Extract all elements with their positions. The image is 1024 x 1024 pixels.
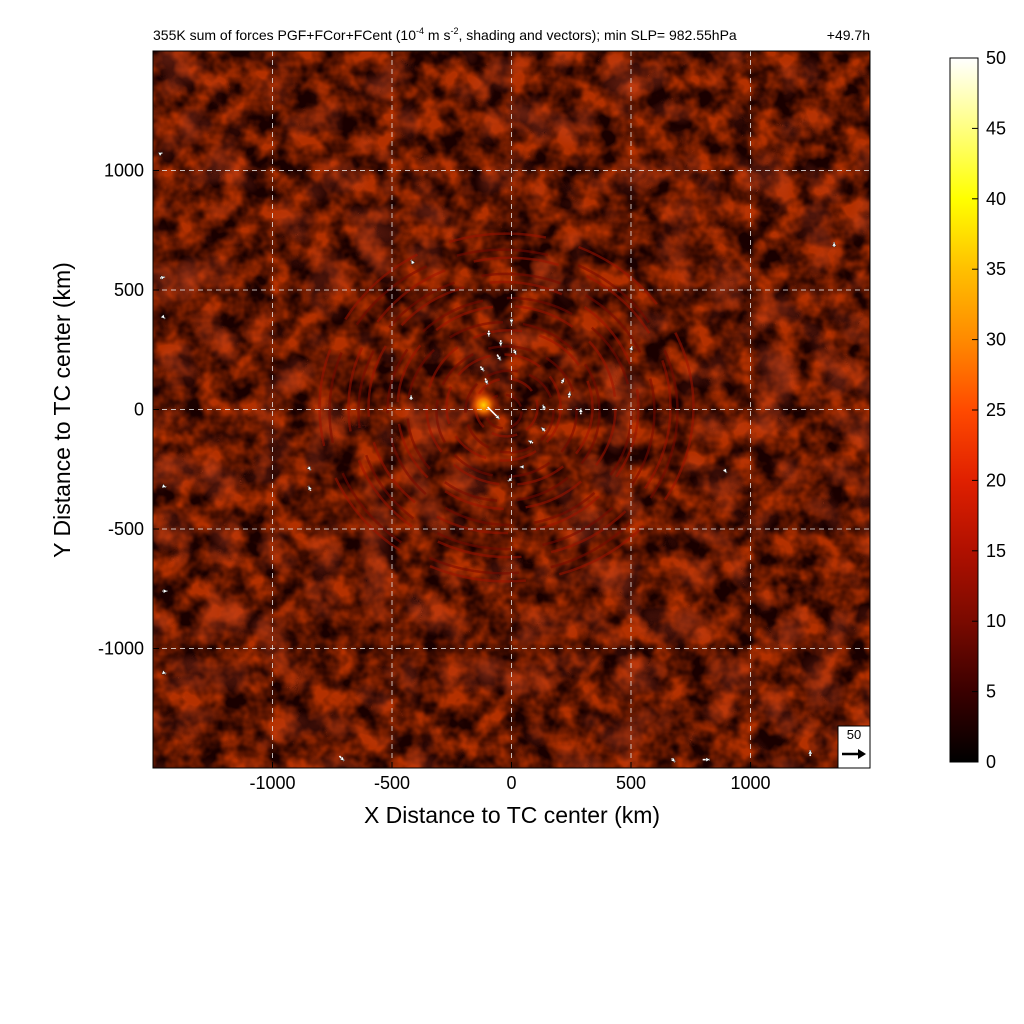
spiral-band [357, 272, 656, 551]
y-axis-label: Y Distance to TC center (km) [49, 262, 75, 558]
reference-vector: 50 [837, 725, 871, 769]
colorbar-tick-label: 50 [986, 48, 1006, 68]
x-tick-label: 0 [506, 773, 516, 793]
force-vector [560, 378, 565, 384]
spiral-band [464, 369, 555, 454]
colorbar-tick-label: 35 [986, 259, 1006, 279]
force-vector [306, 465, 312, 471]
y-tick-label: 500 [114, 280, 144, 300]
grid-lines [153, 51, 870, 768]
force-vector [338, 755, 345, 762]
force-vector [483, 378, 489, 385]
spiral-band [396, 304, 617, 511]
force-vector [566, 391, 572, 398]
colorbar-tick-label: 15 [986, 541, 1006, 561]
y-tick-label: 1000 [104, 161, 144, 181]
spiral-band [367, 280, 640, 535]
x-tick-label: -500 [374, 773, 410, 793]
colorbar-tick-label: 45 [986, 118, 1006, 138]
force-vector [162, 588, 168, 594]
force-vector [408, 394, 414, 400]
time-label: +49.7h [827, 27, 870, 43]
force-vector [831, 241, 837, 247]
force-vector [541, 404, 547, 410]
force-vector [496, 354, 502, 361]
y-tick-label: -1000 [98, 639, 144, 659]
force-vector [307, 485, 313, 492]
colorbar-tick-label: 25 [986, 400, 1006, 420]
cyclone-spiral-bands [318, 232, 695, 583]
force-vector [507, 476, 513, 482]
force-vector [722, 468, 728, 474]
force-vector [157, 151, 163, 157]
x-tick-label: -1000 [249, 773, 295, 793]
chart-title: 355K sum of forces PGF+FCor+FCent (10-4 … [153, 26, 737, 43]
force-vector [161, 483, 167, 489]
force-vector [702, 757, 711, 763]
field-maximum [467, 389, 500, 422]
force-vector [807, 749, 813, 757]
y-tick-label: 0 [134, 400, 144, 420]
x-axis-label: X Distance to TC center (km) [364, 802, 660, 828]
spiral-band [445, 353, 562, 462]
force-vector [487, 406, 501, 420]
spiral-band [484, 393, 523, 430]
x-tick-label: 1000 [730, 773, 770, 793]
colorbar-tick-label: 0 [986, 752, 996, 772]
y-tick-label: -500 [108, 519, 144, 539]
spiral-band [406, 320, 601, 503]
force-vector [486, 330, 492, 338]
force-vector [578, 407, 584, 415]
spiral-band [347, 256, 672, 559]
y-axis-ticks: -1000 -500 0 500 1000 [98, 161, 159, 659]
force-vector [479, 366, 485, 372]
force-vector [160, 313, 166, 320]
x-tick-label: 500 [616, 773, 646, 793]
heatmap-field [153, 51, 870, 768]
colorbar-tick-label: 10 [986, 611, 1006, 631]
force-vector [670, 757, 676, 763]
spiral-band [435, 345, 578, 478]
colorbar-tick-label: 5 [986, 682, 996, 702]
force-vector [519, 464, 524, 470]
force-vector [498, 340, 504, 347]
force-vector [512, 349, 518, 355]
force-vector [161, 669, 167, 675]
colorbar: 0 5 10 15 20 25 30 35 40 45 50 [949, 48, 1006, 772]
hotspot-glow [467, 389, 500, 422]
spiral-band [318, 232, 695, 583]
reference-vector-label: 50 [847, 727, 861, 742]
force-vector [509, 318, 514, 324]
force-vector [410, 259, 416, 265]
x-axis-ticks: -1000 -500 0 500 1000 [249, 762, 771, 793]
colorbar-tick-label: 40 [986, 189, 1006, 209]
force-vectors [157, 151, 837, 763]
colorbar-tick-label: 30 [986, 330, 1006, 350]
force-vector [159, 275, 166, 281]
spiral-band [328, 248, 679, 575]
colorbar-ticks: 0 5 10 15 20 25 30 35 40 45 50 [972, 48, 1006, 772]
force-vector [540, 426, 547, 433]
colorbar-tick-label: 20 [986, 470, 1006, 490]
force-vector [527, 439, 534, 445]
spiral-band [425, 329, 594, 486]
force-vector [628, 345, 634, 351]
